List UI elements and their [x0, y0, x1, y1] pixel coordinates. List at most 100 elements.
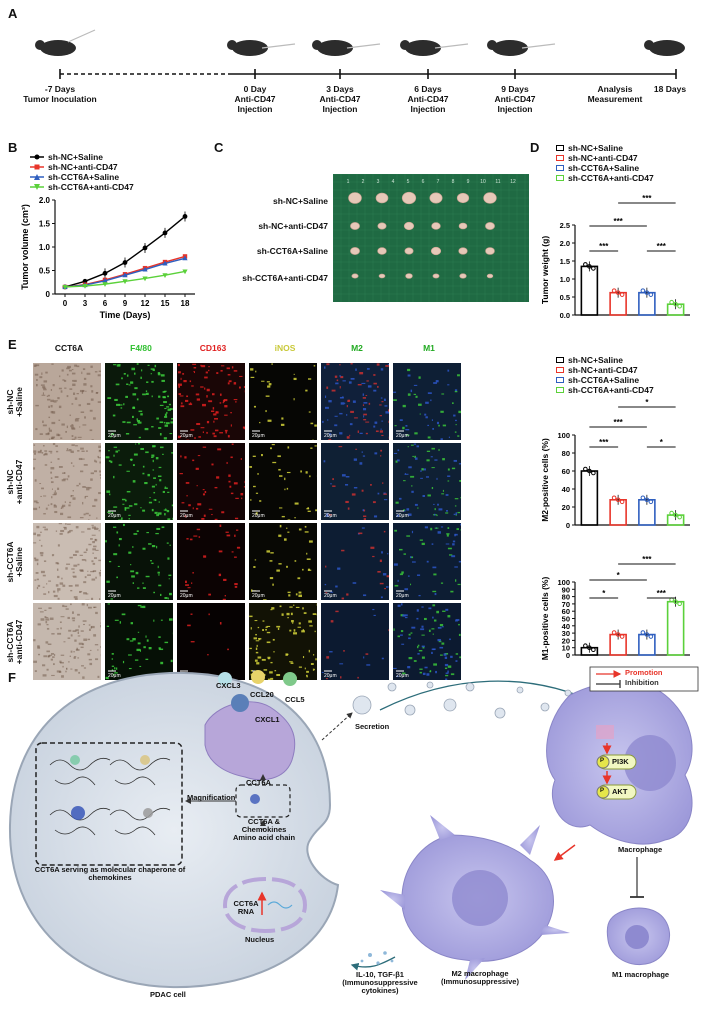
stain-spot	[458, 560, 461, 563]
stain-spot	[35, 404, 39, 407]
stain-spot	[418, 594, 421, 597]
stain-spot	[428, 629, 431, 632]
stain-spot	[287, 617, 289, 619]
rna-label: CCT6A RNA	[233, 899, 259, 916]
stain-spot	[372, 501, 376, 504]
stain-spot	[419, 539, 423, 541]
legend-inhibition: Inhibition	[625, 678, 659, 687]
stain-spot	[186, 495, 188, 497]
stain-spot	[350, 363, 353, 365]
stain-spot	[261, 658, 266, 661]
stain-spot	[397, 449, 400, 452]
stain-spot	[253, 566, 256, 568]
stain-spot	[222, 598, 226, 600]
stain-spot	[129, 640, 134, 642]
stain-spot	[266, 625, 271, 627]
stain-spot	[270, 609, 273, 611]
column-number: 5	[407, 179, 410, 185]
stain-spot	[325, 678, 328, 680]
tumor	[485, 247, 495, 255]
stain-spot	[417, 644, 420, 647]
stain-spot	[204, 387, 206, 390]
stain-spot	[268, 658, 270, 660]
stain-spot	[202, 493, 206, 496]
stain-spot	[45, 617, 49, 619]
stain-spot	[376, 363, 380, 366]
stain-spot	[233, 482, 238, 485]
stain-spot	[249, 466, 253, 468]
stain-spot	[33, 542, 37, 544]
x-tick-label: 6	[103, 299, 108, 308]
stain-spot	[353, 486, 358, 489]
stain-spot	[302, 656, 305, 659]
stain-spot	[128, 518, 130, 520]
stain-spot	[158, 574, 160, 576]
stain-spot	[404, 588, 409, 591]
tumor	[404, 247, 414, 255]
stain-spot	[44, 609, 47, 611]
stain-spot	[171, 504, 173, 507]
stain-spot	[67, 532, 70, 534]
stain-spot	[169, 408, 173, 411]
stain-spot	[257, 626, 260, 629]
stain-spot	[399, 548, 403, 551]
m1-label: M1 macrophage	[612, 970, 670, 979]
stain-spot	[373, 389, 377, 392]
tile-background	[105, 603, 173, 680]
stain-spot	[60, 507, 63, 509]
stain-spot	[428, 607, 432, 610]
data-point	[583, 262, 588, 267]
stain-spot	[70, 668, 73, 670]
stain-spot	[159, 446, 164, 449]
stain-spot	[164, 486, 167, 488]
stain-spot	[187, 624, 191, 627]
stain-spot	[121, 517, 123, 520]
stain-spot	[341, 549, 345, 552]
stain-spot	[231, 551, 234, 553]
stain-spot	[429, 670, 431, 673]
tumor	[456, 192, 470, 204]
stain-spot	[110, 460, 113, 464]
stain-spot	[97, 649, 99, 651]
stain-spot	[374, 421, 378, 424]
stain-spot	[413, 393, 417, 395]
stain-spot	[455, 424, 457, 426]
data-point	[142, 245, 148, 251]
data-point	[162, 273, 168, 278]
stain-spot	[396, 675, 399, 677]
stain-spot	[40, 618, 45, 621]
stain-spot	[439, 623, 444, 627]
tumor	[377, 247, 387, 255]
stain-spot	[412, 455, 414, 458]
stain-spot	[106, 580, 110, 583]
stain-spot	[431, 543, 434, 545]
stain-spot	[74, 397, 78, 400]
data-point	[669, 510, 674, 516]
stain-spot	[432, 604, 436, 607]
stain-spot	[420, 477, 423, 479]
tile-background	[249, 523, 317, 600]
stain-spot	[137, 587, 140, 589]
stain-spot	[206, 388, 210, 392]
stain-spot	[48, 405, 50, 408]
stain-spot	[59, 582, 64, 585]
stain-spot	[50, 653, 55, 655]
scale-label: 20μm	[180, 513, 193, 519]
stain-spot	[54, 476, 59, 478]
stain-spot	[161, 379, 165, 382]
stain-spot	[66, 563, 71, 565]
stain-spot	[228, 480, 231, 483]
stain-spot	[61, 423, 65, 426]
stain-spot	[83, 513, 86, 516]
stain-spot	[411, 626, 416, 629]
scale-label: 20μm	[252, 513, 265, 519]
stain-spot	[42, 526, 46, 528]
stain-spot	[37, 584, 41, 587]
stain-spot	[307, 569, 312, 571]
stain-spot	[145, 392, 149, 395]
stain-spot	[79, 569, 84, 572]
stain-spot	[340, 402, 345, 405]
stain-spot	[270, 661, 273, 664]
magnification-label: Magnification	[187, 793, 236, 802]
stain-spot	[73, 576, 77, 578]
